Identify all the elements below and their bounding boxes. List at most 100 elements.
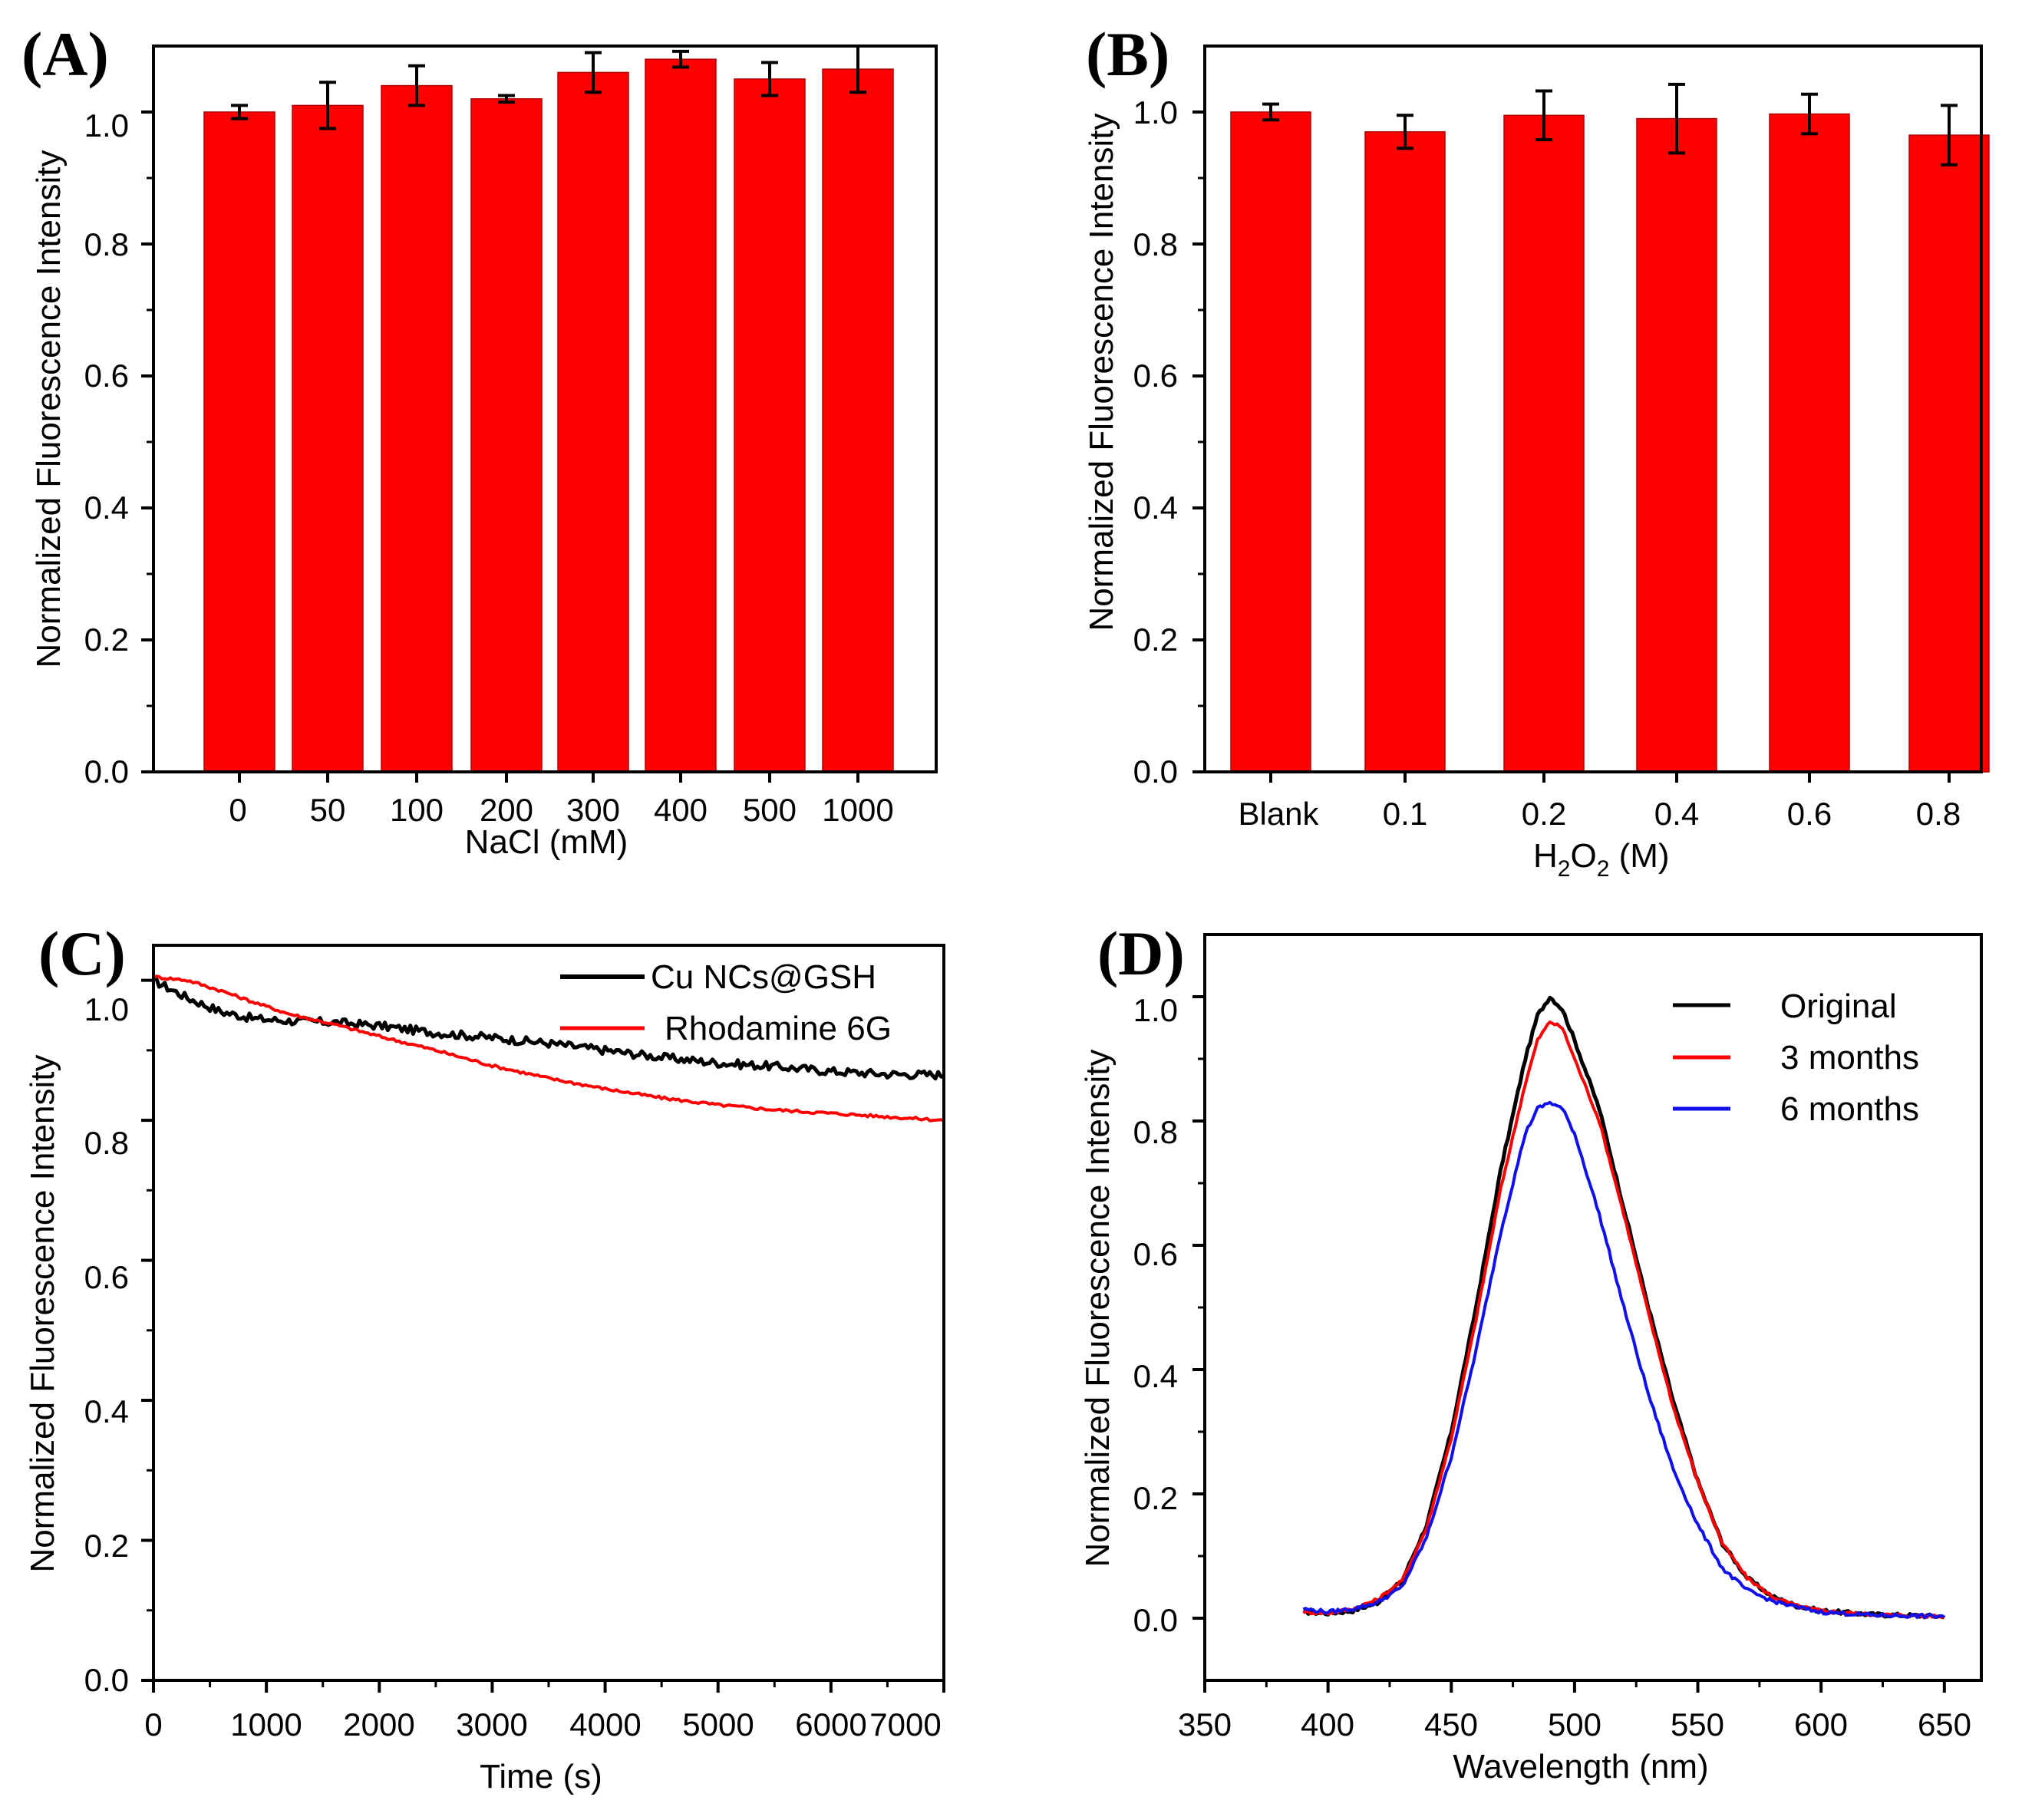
panel-a-ytick-label: 0.8 [84, 226, 129, 262]
panel-d-ytick-label: 0.0 [1133, 1602, 1178, 1638]
panel-c-xtick-label: 0 [144, 1706, 162, 1743]
panel-a-bar [292, 104, 364, 773]
panel-d-xtick-label: 350 [1178, 1706, 1232, 1743]
panel-b-ytick-label: 0.6 [1133, 358, 1178, 394]
panel-c-legend-r6g: Rhodamine 6G [665, 1010, 892, 1047]
panel-c-legend-cu: Cu NCs@GSH [651, 958, 876, 996]
panel-c-series-rhodamine-6g [152, 974, 945, 1123]
panel-c-ytick-label: 0.0 [84, 1662, 129, 1698]
panel-c-xtick-label: 3000 [456, 1706, 527, 1743]
panel-c-ytick-label: 0.4 [84, 1393, 129, 1429]
panel-b-xlabel-o: O [1570, 837, 1596, 875]
panel-c-xtick-label: 7000 [869, 1706, 941, 1743]
panel-d-xlabel: Wavelength (nm) [1453, 1748, 1708, 1785]
panel-b-xtick-label: 0.8 [1916, 796, 1961, 832]
panel-a-label: (A) [21, 19, 109, 89]
panel-b-ytick-label: 1.0 [1133, 94, 1178, 130]
panel-d-series-6-months [1302, 1100, 1945, 1620]
panel-a-bar [470, 98, 543, 773]
panel-d-xtick-label: 600 [1794, 1706, 1848, 1743]
panel-c-ytick-label: 0.6 [84, 1259, 129, 1295]
panel-c-ytick-label: 0.2 [84, 1528, 129, 1564]
panel-b-xtick-label: 0.1 [1383, 796, 1427, 832]
panel-a-ytick-label: 1.0 [84, 107, 129, 143]
panel-b-bar [1364, 131, 1446, 773]
panel-c-series-cu-ncs-gsh [153, 975, 945, 1081]
panel-d-xtick-label: 550 [1671, 1706, 1724, 1743]
panel-b-xtick-label: 0.2 [1522, 796, 1566, 832]
panel-a-ytick-label: 0.4 [84, 490, 129, 526]
panel-a-xlabel: NaCl (mM) [465, 823, 628, 861]
panel-a-xtick-label: 50 [310, 792, 346, 828]
panel-b-label: (B) [1086, 19, 1169, 89]
panel-b-ytick-label: 0.2 [1133, 622, 1178, 658]
panel-d: (D) 0.0 0.2 0.4 0.6 0.8 1.0 350 400 450 … [1079, 918, 1983, 1785]
panel-b-bar [1503, 114, 1585, 773]
panel-b-xlabel-h: H [1533, 837, 1558, 875]
panel-b-xlabel-sub1: 2 [1558, 856, 1571, 882]
panel-b-ytick-label: 0.4 [1133, 490, 1178, 526]
panel-a-frame [152, 45, 938, 773]
panel-d-legend-original: Original [1780, 987, 1897, 1025]
panel-d-lines [1302, 995, 1946, 1620]
panel-b-bar [1230, 111, 1311, 773]
panel-c-xtick-label: 2000 [343, 1706, 414, 1743]
panel-a-bar [381, 84, 453, 773]
panel-d-ytick-label: 0.6 [1133, 1236, 1178, 1272]
panel-b-frame [1203, 45, 1983, 773]
panel-a-bar [203, 111, 275, 773]
panel-d-ytick-label: 0.2 [1133, 1480, 1178, 1516]
panel-a-ytick-label: 0.6 [84, 358, 129, 394]
panel-c-ytick-label: 0.8 [84, 1125, 129, 1161]
panel-b-bars [1230, 82, 1990, 773]
panel-d-ylabel: Normalized Fluorescence Intensity [1079, 1050, 1117, 1568]
panel-a-ytick-label: 0.0 [84, 753, 129, 790]
panel-c-frame [152, 944, 945, 1682]
panel-b-ylabel: Normalized Fluorescence Intensity [1083, 114, 1120, 631]
panel-a-bar [734, 78, 806, 773]
panel-a-xtick-label: 1000 [822, 792, 893, 828]
panel-c-ytick-label: 1.0 [84, 991, 129, 1027]
panel-a-xtick-label: 0 [229, 792, 246, 828]
panel-c-xlabel: Time (s) [480, 1758, 602, 1795]
panel-b-bar [1769, 113, 1850, 773]
panel-d-xtick-label: 650 [1918, 1706, 1971, 1743]
panel-b-bar [1636, 117, 1717, 773]
panel-a-ylabel: Normalized Fluorescence Intensity [30, 150, 68, 668]
panel-d-legend-3m: 3 months [1780, 1039, 1919, 1077]
panel-a-bars [203, 45, 894, 773]
panel-a-xtick-label: 100 [390, 792, 444, 828]
panel-c: (C) 0.0 0.2 0.4 0.6 0.8 1.0 0 1000 2000 … [24, 918, 945, 1795]
panel-d-ytick-label: 0.8 [1133, 1114, 1178, 1150]
panel-c-xtick-label: 1000 [230, 1706, 302, 1743]
panel-c-xtick-label: 6000 [795, 1706, 866, 1743]
panel-b-axes [1192, 110, 1951, 783]
panel-c-ylabel: Normalized Fluorescence Intensity [24, 1055, 61, 1573]
panel-b-xtick-label: Blank [1238, 796, 1319, 832]
panel-b-xtick-label: 0.6 [1787, 796, 1832, 832]
panel-b-xlabel-sub2: 2 [1597, 856, 1610, 882]
panel-a-bar [822, 68, 894, 773]
panel-a-xtick-label: 500 [743, 792, 797, 828]
panel-c-xtick-label: 5000 [682, 1706, 754, 1743]
panel-a-xtick-label: 300 [566, 792, 620, 828]
panel-a-bar [557, 71, 629, 773]
panel-d-xtick-label: 400 [1301, 1706, 1354, 1743]
panel-d-label: (D) [1097, 918, 1185, 988]
panel-c-axes [141, 978, 945, 1693]
panel-c-lines [152, 974, 945, 1123]
panel-a-xtick-label: 400 [654, 792, 708, 828]
panel-d-axes [1192, 995, 1946, 1693]
panel-b-bar [1908, 134, 1990, 773]
panel-a: (A) 0.0 0.2 0.4 0.6 0.8 1.0 0 50 100 200… [21, 19, 938, 861]
panel-d-xtick-label: 450 [1424, 1706, 1478, 1743]
panel-d-ytick-label: 0.4 [1133, 1358, 1178, 1394]
panel-c-xtick-label: 4000 [569, 1706, 641, 1743]
panel-a-bar [645, 58, 717, 773]
panel-b-xtick-label: 0.4 [1654, 796, 1699, 832]
panel-a-xtick-label: 200 [480, 792, 533, 828]
panel-a-axes [141, 110, 859, 783]
panel-b-xlabel-unit: (M) [1609, 837, 1669, 875]
panel-d-xtick-label: 500 [1548, 1706, 1601, 1743]
